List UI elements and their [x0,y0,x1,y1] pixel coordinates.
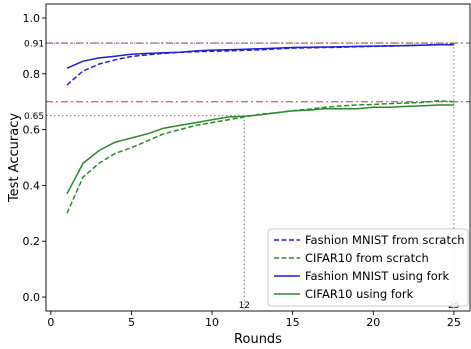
legend-box [267,228,469,307]
legend-label-3: CIFAR10 using fork [305,287,414,301]
x-tick-label-2: 10 [205,316,219,329]
series-lines [66,43,454,214]
series-line-2 [66,43,454,69]
reference-line-label-0: 0.91 [24,40,44,50]
x-tick-label-1: 5 [128,316,135,329]
threshold-y-label-0: 0.65 [24,112,44,122]
y-axis-label: Test Accuracy [7,113,22,203]
y-tick-label-0: 0.0 [23,291,41,304]
legend: Fashion MNIST from scratch CIFAR10 from s… [267,228,469,307]
y-tick-label-2: 0.4 [23,179,41,192]
threshold-x-label-0: 12 [239,301,250,311]
y-axis-ticks: 0.0 0.2 0.4 0.6 0.8 1.0 [23,12,46,304]
plot-frame [45,3,471,312]
x-tick-label-5: 25 [447,316,461,329]
y-tick-label-5: 1.0 [23,12,41,25]
y-tick-label-4: 0.8 [23,68,41,81]
x-axis-label: Rounds [234,332,282,347]
series-line-3 [66,104,454,195]
y-tick-label-3: 0.6 [23,124,41,137]
x-tick-label-3: 15 [286,316,300,329]
x-axis-ticks: 0 5 10 15 20 25 [47,311,461,329]
x-tick-label-4: 20 [366,316,380,329]
legend-label-1: CIFAR10 from scratch [305,251,429,265]
y-tick-label-1: 0.2 [23,235,41,248]
legend-label-0: Fashion MNIST from scratch [305,233,465,247]
series-line-1 [66,100,454,214]
legend-label-2: Fashion MNIST using fork [305,269,449,283]
x-tick-label-0: 0 [47,316,54,329]
